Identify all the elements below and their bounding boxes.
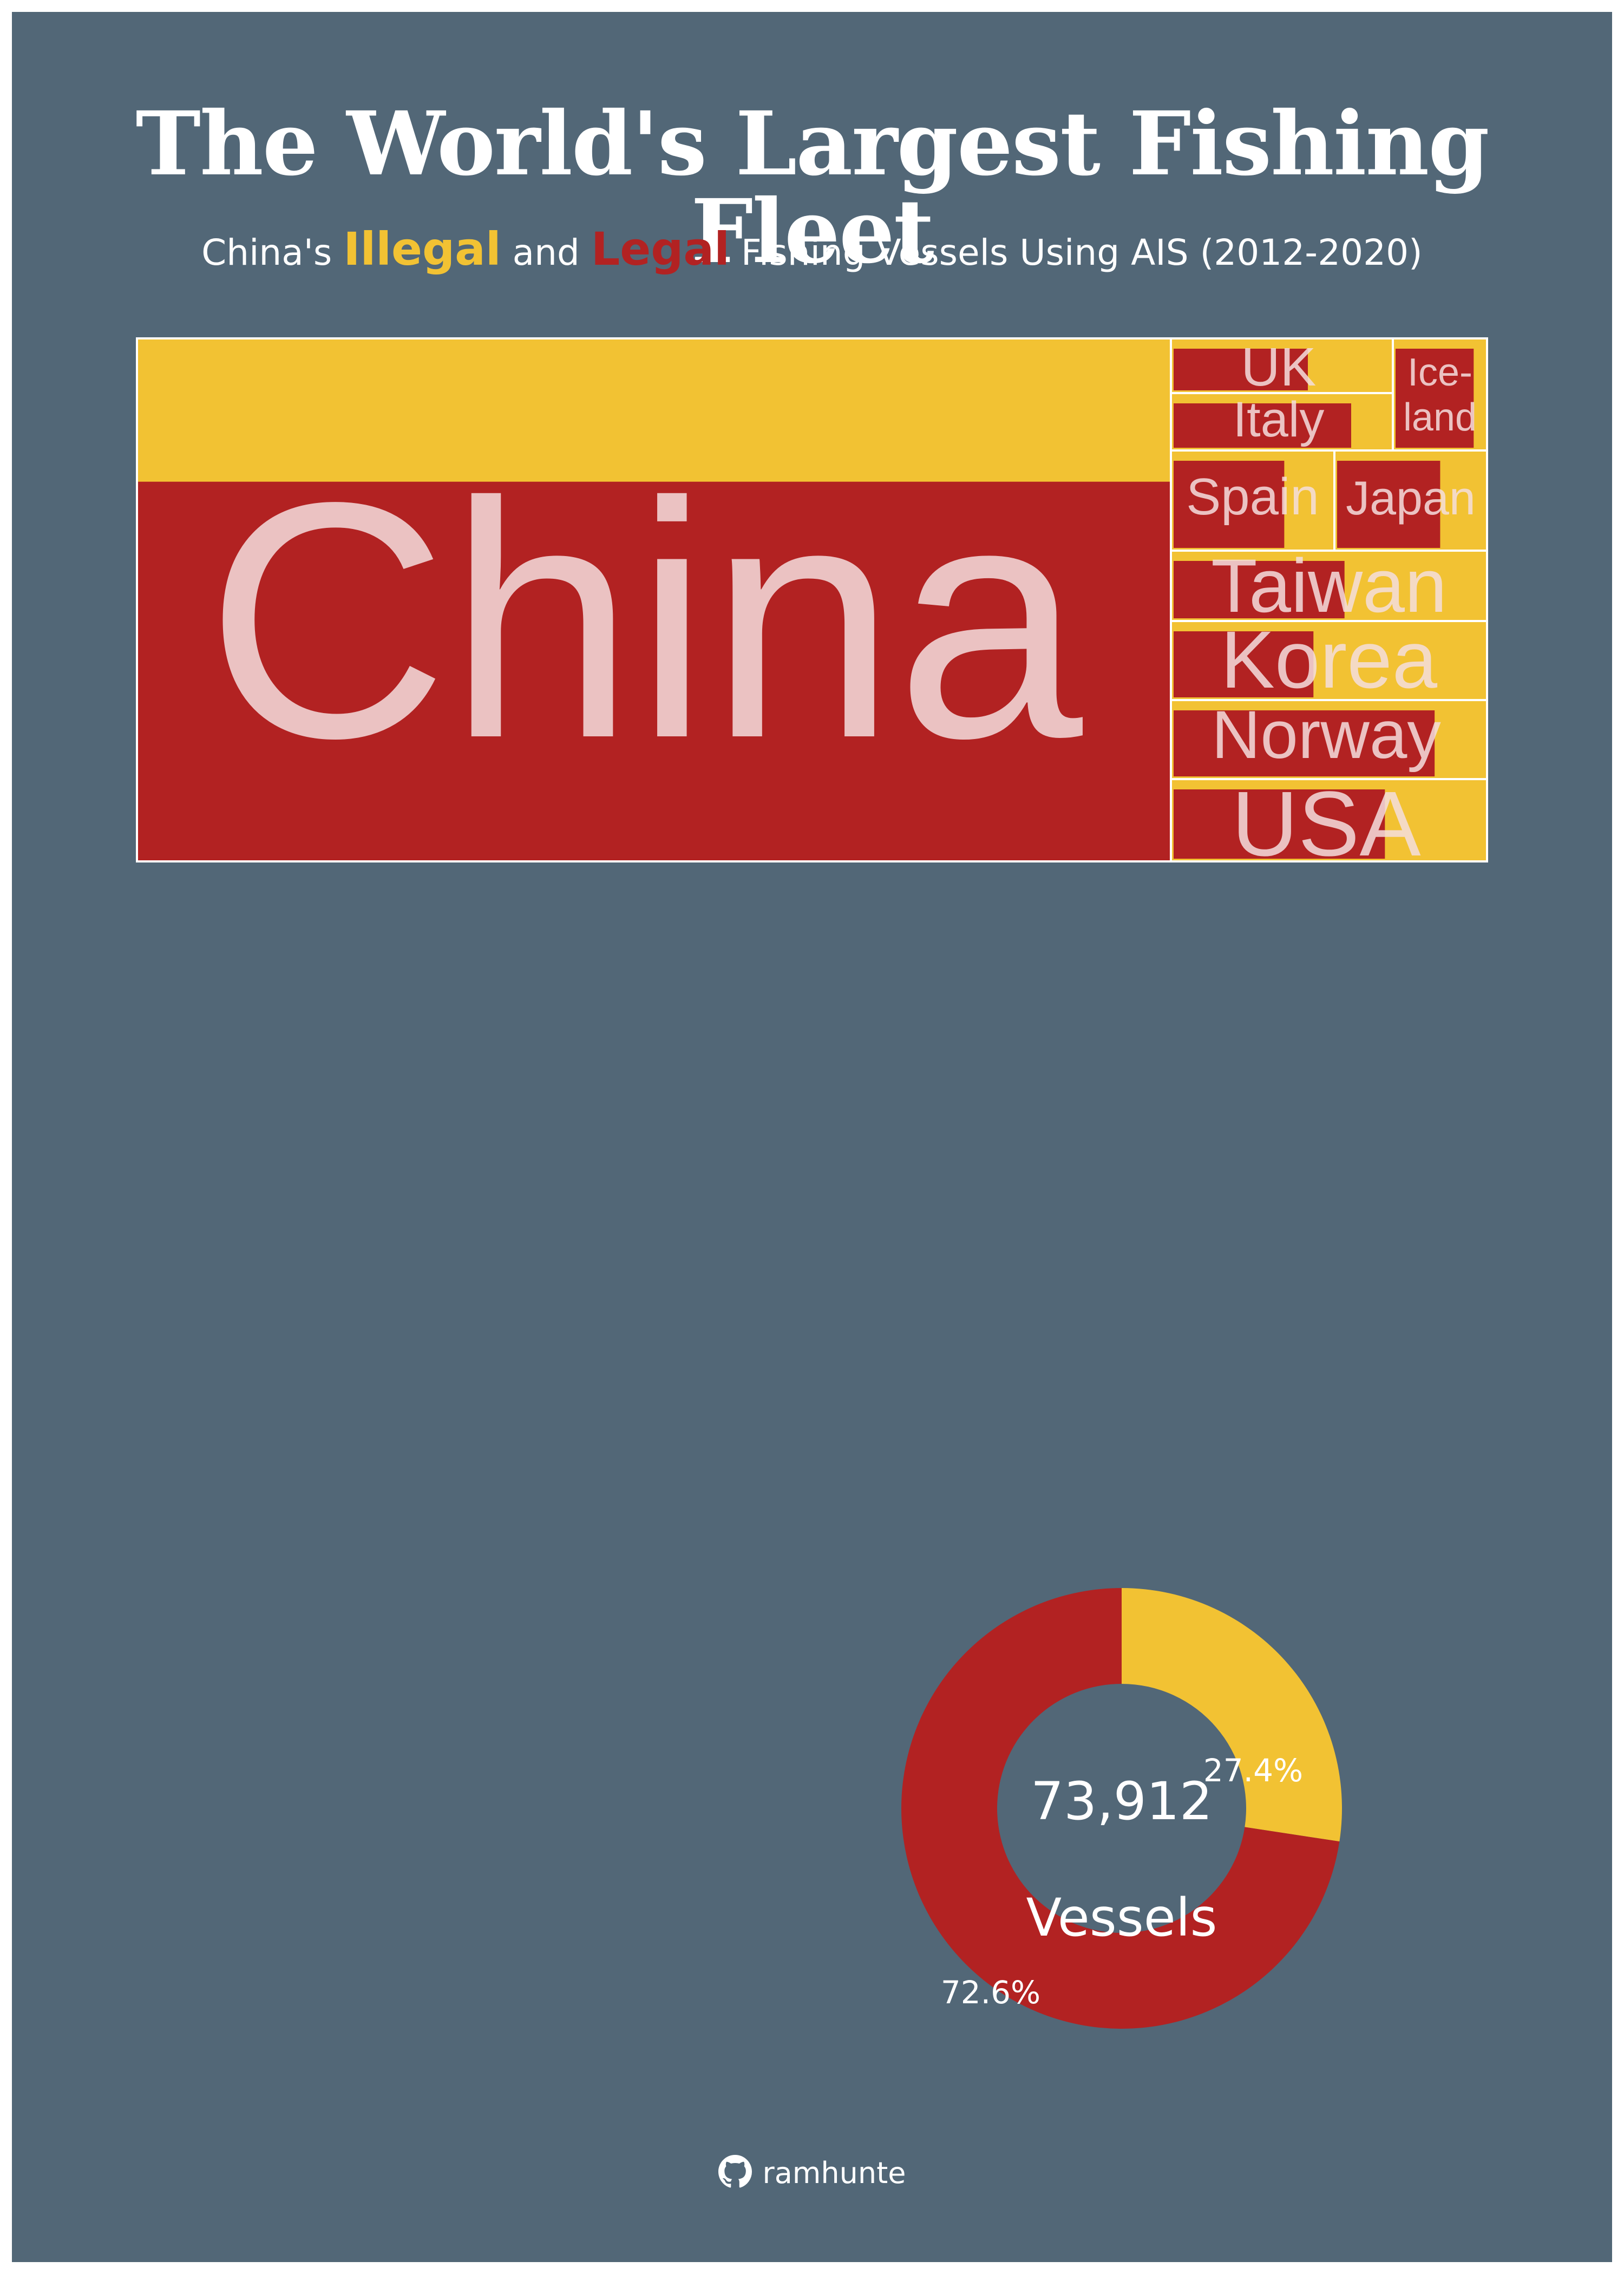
tile-label-spain: Spain [1186, 468, 1319, 526]
tile-legal-usa [1174, 789, 1385, 859]
donut-slice-illegal [1122, 1588, 1343, 1842]
tile-legal-norway [1174, 710, 1435, 776]
footer-handle: ramhunte [762, 2156, 906, 2190]
subtitle-prefix: China's [201, 232, 332, 273]
donut-center-label: Vessels [1026, 1887, 1217, 1948]
tile-border-usa [1170, 778, 1488, 862]
footer: ramhunte [0, 2155, 1624, 2188]
chart-subtitle: China's Illegal and Legal Fishing Vessel… [0, 226, 1624, 272]
tile-label-iceland: Ice-land [1403, 351, 1477, 439]
github-icon [718, 2155, 752, 2188]
donut-slice-legal [901, 1588, 1340, 2029]
tile-legal-japan [1337, 461, 1440, 548]
chart-title: The World's Largest Fishing Fleet [135, 93, 1489, 283]
subtitle-and: and [512, 232, 580, 273]
donut-label-illegal: 27.4% [1203, 1752, 1303, 1789]
subtitle-illegal: Illegal [343, 223, 501, 276]
tile-label-norway: Norway [1212, 697, 1441, 773]
tile-label-italy: Italy [1233, 392, 1325, 447]
donut-label-legal: 72.6% [941, 1974, 1040, 2011]
tile-label-uk: UK [1241, 337, 1317, 397]
tile-label-usa: USA [1232, 773, 1421, 875]
subtitle-legal: Legal [591, 223, 730, 276]
tile-legal-taiwan [1174, 561, 1345, 618]
tile-label-korea: Korea [1221, 614, 1438, 705]
tile-label-japan: Japan [1346, 471, 1476, 525]
tile-legal-uk [1174, 349, 1308, 390]
donut-center-value: 73,912 [1031, 1771, 1213, 1832]
tile-legal-italy [1174, 403, 1351, 448]
tile-legal-china [137, 481, 1171, 861]
tile-label-taiwan: Taiwan [1211, 543, 1447, 628]
tile-legal-korea [1174, 631, 1314, 697]
tile-label-china: China [206, 433, 1085, 808]
tile-legal-spain [1174, 461, 1285, 548]
subtitle-suffix: Fishing Vessels Using AIS (2012-2020) [741, 232, 1423, 273]
tile-legal-iceland [1396, 349, 1474, 448]
